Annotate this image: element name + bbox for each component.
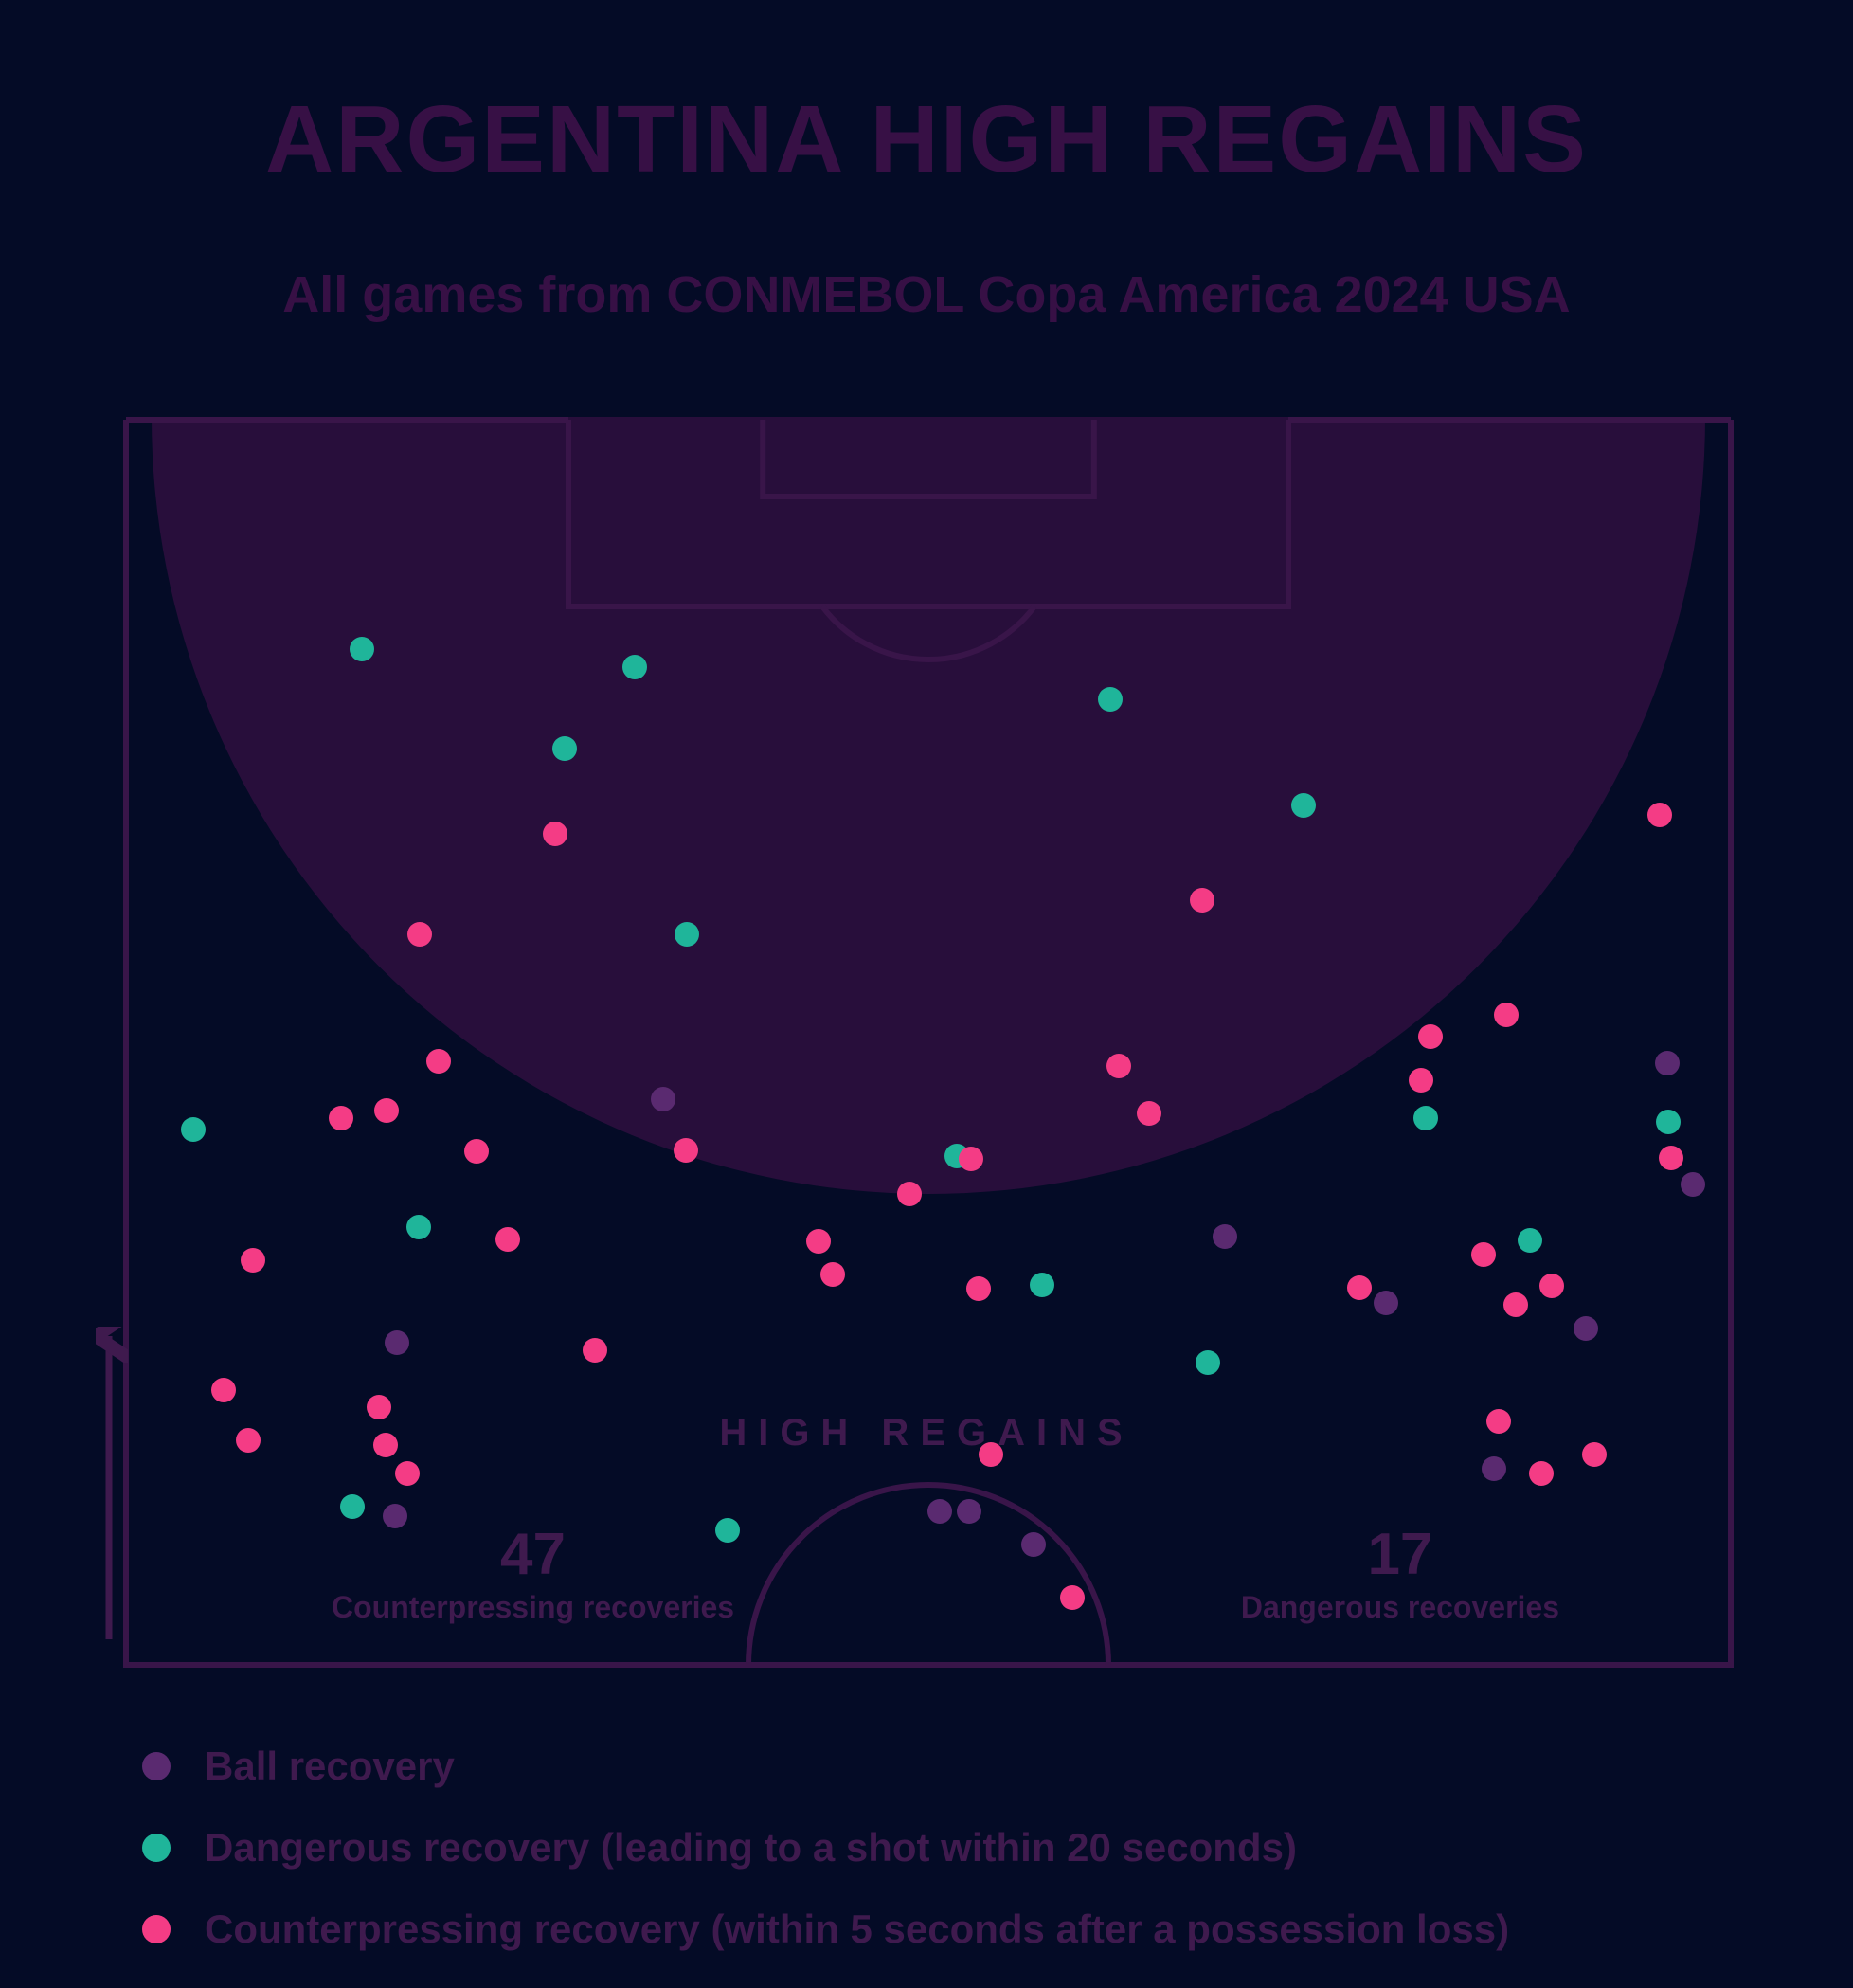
- point-counter: [959, 1147, 983, 1171]
- point-ball: [1374, 1291, 1398, 1315]
- pitch-svg: [123, 417, 1734, 1668]
- high-regains-label: HIGH REGAINS: [719, 1412, 1133, 1455]
- point-ball: [957, 1499, 981, 1524]
- point-counter: [897, 1182, 922, 1206]
- point-dangerous: [350, 637, 374, 661]
- point-counter: [1060, 1585, 1085, 1610]
- point-counter: [1582, 1442, 1607, 1467]
- point-counter: [373, 1433, 398, 1457]
- stat-counterpressing-value: 47: [332, 1526, 734, 1584]
- stat-counterpressing-label: Counterpressing recoveries: [332, 1590, 734, 1625]
- point-dangerous: [552, 736, 577, 761]
- point-counter: [806, 1229, 831, 1254]
- point-ball: [651, 1087, 675, 1111]
- point-dangerous: [340, 1494, 365, 1519]
- page-subtitle: All games from CONMEBOL Copa America 202…: [0, 265, 1853, 324]
- direction-arrow-icon: [90, 1327, 128, 1649]
- legend-item-counter: Counterpressing recovery (within 5 secon…: [142, 1907, 1509, 1952]
- point-counter: [367, 1395, 391, 1419]
- point-ball: [1021, 1532, 1046, 1557]
- point-counter: [464, 1139, 489, 1164]
- pitch-area: [123, 417, 1734, 1668]
- point-counter: [820, 1262, 845, 1287]
- point-counter: [674, 1138, 698, 1163]
- legend-label: Ball recovery: [205, 1744, 455, 1789]
- point-counter: [1539, 1274, 1564, 1298]
- legend-dot-icon: [142, 1834, 171, 1862]
- point-dangerous: [622, 655, 647, 679]
- stat-dangerous: 17 Dangerous recoveries: [1241, 1526, 1559, 1625]
- point-ball: [385, 1330, 409, 1355]
- point-counter: [407, 922, 432, 947]
- point-dangerous: [1656, 1110, 1681, 1134]
- point-counter: [1659, 1146, 1683, 1170]
- legend-label: Counterpressing recovery (within 5 secon…: [205, 1907, 1509, 1952]
- point-counter: [241, 1248, 265, 1273]
- stat-dangerous-label: Dangerous recoveries: [1241, 1590, 1559, 1625]
- point-counter: [1347, 1275, 1372, 1300]
- point-dangerous: [1518, 1228, 1542, 1253]
- legend-item-dangerous: Dangerous recovery (leading to a shot wi…: [142, 1825, 1509, 1871]
- point-counter: [543, 822, 567, 846]
- point-counter: [395, 1461, 420, 1486]
- legend-dot-icon: [142, 1752, 171, 1780]
- legend-label: Dangerous recovery (leading to a shot wi…: [205, 1825, 1297, 1871]
- point-dangerous: [1291, 793, 1316, 818]
- point-dangerous: [406, 1215, 431, 1239]
- point-dangerous: [1098, 687, 1123, 712]
- point-ball: [1213, 1224, 1237, 1249]
- point-counter: [426, 1049, 451, 1074]
- point-dangerous: [1413, 1106, 1438, 1130]
- point-counter: [583, 1338, 607, 1363]
- legend-item-ball: Ball recovery: [142, 1744, 1509, 1789]
- point-counter: [236, 1428, 261, 1453]
- point-dangerous: [675, 922, 699, 947]
- point-ball: [1681, 1172, 1705, 1197]
- point-counter: [1494, 1003, 1519, 1027]
- point-counter: [374, 1098, 399, 1123]
- stat-dangerous-value: 17: [1241, 1526, 1559, 1584]
- point-counter: [1471, 1242, 1496, 1267]
- point-counter: [329, 1106, 353, 1130]
- point-ball: [1482, 1456, 1506, 1481]
- point-dangerous: [181, 1117, 206, 1142]
- point-counter: [1137, 1101, 1161, 1126]
- point-counter: [1106, 1054, 1131, 1078]
- point-ball: [1574, 1316, 1598, 1341]
- point-counter: [1409, 1068, 1433, 1093]
- legend: Ball recovery Dangerous recovery (leading…: [142, 1744, 1509, 1988]
- chart-container: ARGENTINA HIGH REGAINS All games from CO…: [0, 0, 1853, 1987]
- stat-counterpressing: 47 Counterpressing recoveries: [332, 1526, 734, 1625]
- point-counter: [1647, 803, 1672, 827]
- point-counter: [1503, 1292, 1528, 1317]
- point-dangerous: [1030, 1273, 1054, 1297]
- point-counter: [1418, 1024, 1443, 1049]
- point-counter: [211, 1378, 236, 1402]
- point-counter: [966, 1276, 991, 1301]
- point-ball: [1655, 1051, 1680, 1075]
- point-counter: [1529, 1461, 1554, 1486]
- point-counter: [1486, 1409, 1511, 1434]
- point-counter: [1190, 888, 1214, 913]
- legend-dot-icon: [142, 1915, 171, 1943]
- point-counter: [495, 1227, 520, 1252]
- page-title: ARGENTINA HIGH REGAINS: [0, 85, 1853, 194]
- point-dangerous: [1196, 1350, 1220, 1375]
- point-ball: [927, 1499, 952, 1524]
